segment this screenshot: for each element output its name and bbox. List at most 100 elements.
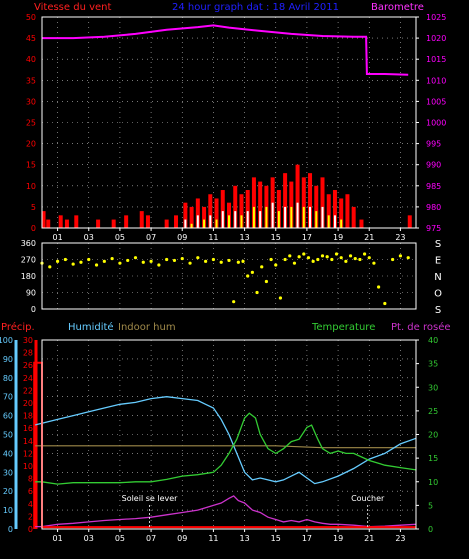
wind-gust-bar: [183, 202, 188, 228]
wind-avg-bar: [209, 215, 212, 228]
wind-x-tick-label: 21: [364, 233, 374, 242]
wind-gust-bar: [41, 211, 46, 228]
direction-point: [87, 257, 91, 262]
direction-plot-frame: [41, 242, 417, 310]
temp-tick-label: 40: [428, 336, 438, 345]
direction-point: [236, 260, 240, 264]
precip-tick-label: 30: [23, 336, 33, 345]
direction-point: [334, 252, 339, 256]
wind-gust-bar: [96, 219, 101, 228]
wind-gust-bar: [124, 215, 129, 228]
wind-avg-bar: [296, 202, 299, 228]
wind-gust-bar: [245, 190, 250, 228]
direction-point: [339, 256, 343, 260]
precip-tick-label: 14: [23, 437, 33, 446]
direction-point: [255, 290, 259, 295]
direction-point: [353, 256, 357, 261]
sun-event-label: Coucher: [351, 494, 385, 503]
baro-tick-label: 1010: [426, 76, 446, 85]
wind-x-tick-label: 19: [333, 233, 343, 242]
wind-gust-bar: [359, 219, 364, 228]
wind-avg-bar: [190, 223, 193, 228]
baro-tick-label: 1020: [426, 34, 446, 43]
direction-compass-label: N: [434, 272, 441, 283]
wind-gust-bar: [339, 198, 344, 228]
direction-point: [372, 261, 376, 265]
direction-compass-label: O: [434, 289, 442, 300]
humidity-tick-label: 30: [3, 468, 13, 477]
direction-tick-label: 90: [26, 289, 36, 298]
temp-tick-label: 15: [428, 454, 438, 463]
wind-avg-bar: [315, 211, 318, 228]
direction-point: [102, 259, 106, 263]
direction-point: [133, 256, 138, 260]
temp-tick-label: 0: [428, 525, 433, 534]
direction-point: [377, 285, 381, 289]
dewpoint-line: [34, 495, 417, 528]
direction-point: [260, 265, 264, 269]
dewpoint-label: Pt. de rosée: [391, 321, 451, 333]
wind-x-tick-label: 11: [208, 233, 218, 242]
precip-tick-label: 20: [23, 399, 33, 408]
precip-tick-label: 2: [28, 512, 33, 521]
temp-x-tick-label: 17: [302, 534, 312, 543]
wind-avg-bar: [309, 206, 312, 228]
barometer-axis-title: Barometre: [371, 2, 424, 13]
direction-point: [283, 257, 287, 262]
wind-avg-bar: [284, 206, 287, 228]
wind-avg-bar: [196, 215, 199, 228]
wind-gust-bar: [407, 215, 412, 228]
indoor-hum-label: Indoor hum: [118, 322, 176, 333]
wind-gust-bar: [111, 219, 116, 228]
direction-point: [118, 261, 122, 265]
wind-plot-frame: [41, 16, 417, 229]
direction-tick-label: 360: [21, 239, 36, 248]
wind-x-tick-label: 03: [84, 233, 94, 242]
humidity-tick-label: 70: [3, 393, 13, 402]
temp-x-tick-label: 15: [271, 534, 281, 543]
humidity-tick-label: 50: [3, 431, 13, 440]
direction-point: [288, 254, 292, 258]
wind-gust-bar: [276, 190, 281, 228]
direction-point: [141, 260, 145, 264]
wind-gust-bar: [195, 198, 200, 228]
direction-point: [391, 257, 395, 262]
wind-avg-bar: [252, 206, 255, 228]
direction-point: [79, 260, 83, 264]
wind-avg-bar: [277, 211, 280, 228]
precip-tick-label: 6: [28, 487, 33, 496]
direction-point: [110, 256, 114, 261]
temp-plot-frame: [41, 339, 417, 530]
direction-point: [165, 257, 169, 262]
direction-compass-label: S: [435, 305, 441, 316]
wind-gust-bar: [289, 181, 294, 228]
direction-point: [302, 252, 306, 256]
precip-tick-label: 12: [23, 449, 33, 458]
wind-gust-bar: [351, 206, 356, 228]
direction-point: [55, 259, 60, 263]
barometer-line: [42, 24, 409, 76]
wind-x-tick-label: 09: [177, 233, 187, 242]
wind-gust-bar: [258, 181, 263, 228]
humidity-tick-label: 80: [3, 374, 13, 383]
direction-point: [292, 261, 297, 265]
wind-gust-bar: [202, 206, 207, 228]
direction-point: [278, 296, 283, 300]
wind-avg-bar: [340, 219, 343, 228]
direction-point: [383, 301, 387, 306]
wind-gust-bar: [214, 198, 219, 228]
precip-tick-label: 10: [23, 462, 33, 471]
wind-avg-bar: [290, 206, 293, 228]
wind-avg-bar: [302, 206, 305, 228]
direction-point: [358, 257, 362, 262]
direction-point: [269, 257, 273, 262]
wind-x-tick-label: 17: [302, 233, 312, 242]
baro-tick-label: 1015: [426, 55, 446, 64]
wind-gust-bar: [220, 190, 225, 228]
wind-x-tick-label: 15: [271, 233, 281, 242]
direction-point: [297, 255, 301, 259]
temp-x-tick-label: 13: [239, 534, 249, 543]
temperature-line: [34, 412, 417, 485]
